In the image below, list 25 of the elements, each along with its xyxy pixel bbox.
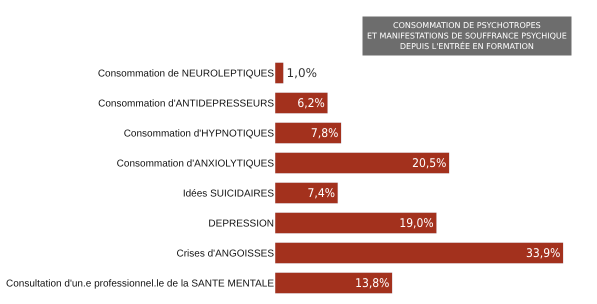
data-label: 13,8% <box>355 276 390 290</box>
data-label: 7,8% <box>310 126 338 140</box>
data-label: 7,4% <box>308 186 335 200</box>
bar <box>275 272 393 294</box>
y-tick-label: Consultation d'un.e professionnel.le de la SANTE MENTALE <box>6 278 274 290</box>
data-label: 19,0% <box>399 216 434 230</box>
data-label: 1,0% <box>286 66 318 80</box>
bar <box>275 212 437 234</box>
bar <box>275 122 342 144</box>
chart-title: CONSOMMATION DE PSYCHOTROPES ET MANIFESTATIONS DE SOUFFRANCE PSYCHIQUE DEPUIS L'ENTRÉE EN FORMATION <box>367 21 567 51</box>
bar <box>275 152 450 174</box>
y-tick-label: Consommation de NEUROLEPTIQUES <box>98 68 274 80</box>
y-tick-label: DEPRESSION <box>208 218 274 230</box>
data-label: 20,5% <box>412 156 446 170</box>
y-tick-label: Consommation d'ANXIOLYTIQUES <box>116 158 274 170</box>
y-tick-label: Consommation d'ANTIDEPRESSEURS <box>98 98 274 110</box>
y-tick-label: Crises d'ANGOISSES <box>176 248 274 260</box>
bar <box>275 92 328 114</box>
bar <box>275 182 338 204</box>
data-label: 6,2% <box>297 96 325 110</box>
bar <box>275 62 284 84</box>
bar <box>275 242 564 264</box>
y-tick-label: Consommation d'HYPNOTIQUES <box>124 128 274 140</box>
y-tick-label: Idées SUICIDAIRES <box>182 188 274 200</box>
data-label: 33,9% <box>526 246 560 260</box>
